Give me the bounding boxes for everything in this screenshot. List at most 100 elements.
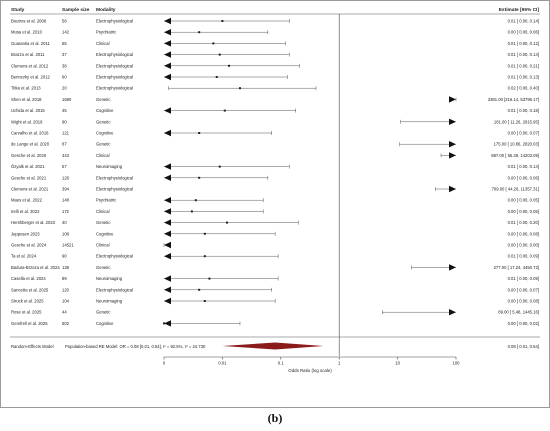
study-row: Casella et al. 2024 89 Neuroimaging 0.01 [ … <box>11 275 539 282</box>
ci-left-arrow <box>164 17 171 25</box>
modality: Electrophysiological <box>96 175 133 180</box>
estimate-ci: 0.01 [ 0.00, 0.18] <box>508 108 539 113</box>
point-estimate <box>198 176 201 179</box>
sample-size: 121 <box>62 131 70 136</box>
point-estimate <box>218 53 221 56</box>
point-estimate <box>163 322 165 325</box>
point-estimate <box>221 20 224 22</box>
point-estimate <box>198 31 201 34</box>
estimate-ci: 0.00 [ 0.00, 0.08] <box>508 299 539 304</box>
point-estimate <box>228 64 231 67</box>
header-estimate: Estimate [95% CI] <box>499 7 540 13</box>
study-name: Irelli et al. 2022 <box>11 209 40 214</box>
sample-size: 44 <box>62 310 67 315</box>
sample-size: 38 <box>62 63 67 68</box>
study-name: Ta et al. 2024 <box>11 254 37 259</box>
header-study: Study <box>11 7 25 13</box>
point-estimate <box>238 87 241 90</box>
ci-left-arrow <box>164 29 171 36</box>
sample-size: 65 <box>62 41 67 46</box>
study-row: Carvalho et al. 2016 121 Cognitive 0.00 [ 0… <box>11 129 539 137</box>
ci-left-arrow <box>164 275 171 282</box>
study-row: Gemfrell et al. 2025 502 Cognitive 0.00 [ 0… <box>11 320 539 327</box>
sample-size: 57 <box>62 164 67 169</box>
study-name: Musa et al. 2010 <box>11 30 43 35</box>
modality: Clinical <box>96 209 110 214</box>
estimate-ci: 0.01 [ 0.00, 0.13] <box>508 75 539 80</box>
modality: Clinical <box>96 243 110 248</box>
study-name: Sancetta et al. 2025 <box>11 287 49 292</box>
summary-row: Random-Effects Model Population-based RE… <box>11 342 539 350</box>
figure-frame <box>0 0 550 408</box>
study-row: Clemens et al. 2021 394 Electrophysiologic… <box>11 185 539 193</box>
ci-right-arrow <box>449 309 456 316</box>
summary-diamond <box>222 342 324 350</box>
ci-right-arrow <box>449 264 456 271</box>
point-estimate <box>208 277 211 280</box>
modality: Genetic <box>96 119 110 124</box>
x-tick-label: 10 <box>395 361 400 366</box>
ci-right-arrow <box>449 152 456 159</box>
study-name: Jeppesen 2023 <box>11 231 40 236</box>
modality: Genetic <box>96 97 110 102</box>
modality: Electrophysiological <box>96 254 133 259</box>
sample-size: 138 <box>62 265 70 270</box>
point-estimate <box>203 255 206 258</box>
modality: Electrophysiological <box>96 187 133 192</box>
modality: Neuroimaging <box>96 299 123 304</box>
sample-size: 1680 <box>62 97 72 102</box>
sample-size: 108 <box>62 231 70 236</box>
ci-right-arrow <box>449 96 456 103</box>
study-row: Sancetta et al. 2025 120 Electrophysiologi… <box>11 286 539 293</box>
estimate-ci: 277.00 [ 17.24, 4450.73] <box>494 265 539 270</box>
estimate-ci: 0.00 [ 0.00, 0.08] <box>508 231 539 236</box>
point-estimate <box>190 210 193 213</box>
x-tick-label: 0 <box>163 361 166 366</box>
study-name: Titka et al. 2013 <box>11 86 41 91</box>
sample-size: 14521 <box>62 243 74 248</box>
study-row: Gesche et al. 2020 443 Clinical 887.00 [ 55… <box>11 152 539 159</box>
modality: Genetic <box>96 220 110 225</box>
header-modality: Modality <box>96 7 116 13</box>
estimate-ci: 0.00 [ 0.00, 0.06] <box>508 175 539 180</box>
sample-size: 126 <box>62 175 70 180</box>
modality: Neuroimaging <box>96 164 123 169</box>
study-row: Maes et al. 2022 148 Psychiatric 0.00 [ 0.0… <box>11 197 539 204</box>
estimate-ci: 0.00 [ 0.00, 0.07] <box>508 131 539 136</box>
modality: Electrophysiological <box>96 52 133 57</box>
estimate-ci: 709.00 [ 44.26, 11357.31] <box>492 187 539 192</box>
modality: Cognitive <box>96 108 114 113</box>
modality: Cognitive <box>96 231 114 236</box>
sample-size: 20 <box>62 86 67 91</box>
ci-left-arrow <box>164 40 171 47</box>
study-row: Struck et al. 2025 104 Neuroimaging 0.00 [ … <box>11 297 539 305</box>
study-row: Boutros et al. 2006 58 Electrophysiologica… <box>11 17 539 25</box>
study-row: Ta et al. 2024 90 Electrophysiological 0.01… <box>11 253 539 260</box>
ci-left-arrow <box>164 174 171 181</box>
ci-left-arrow <box>164 163 171 170</box>
point-estimate <box>203 300 206 302</box>
study-name: Struck et al. 2025 <box>11 299 44 304</box>
ci-left-arrow <box>164 241 171 249</box>
point-estimate <box>212 42 215 45</box>
ci-left-arrow <box>164 219 171 226</box>
study-name: Clemens et al. 2021 <box>11 187 49 192</box>
sample-size: 394 <box>62 187 70 192</box>
sample-size: 58 <box>62 19 67 24</box>
summary-description: Population-based RE Model: OR = 0.08 [0.… <box>65 344 206 349</box>
modality: Genetic <box>96 310 110 315</box>
study-name: Casella et al. 2024 <box>11 276 46 281</box>
study-row: Uchida et al. 2015 45 Cognitive 0.01 [ 0.00… <box>11 107 539 114</box>
study-row: Rose et al. 2025 44 Genetic 89.00 [ 5.48, 1… <box>11 309 539 316</box>
sample-size: 40 <box>62 220 67 225</box>
point-estimate <box>198 288 201 291</box>
study-row: Irelli et al. 2022 172 Clinical 0.00 [ 0.00… <box>11 208 539 215</box>
ci-left-arrow <box>164 62 171 69</box>
modality: Clinical <box>96 41 110 46</box>
modality: Psychiatric <box>96 30 116 35</box>
study-name: de Lange et al. 2020 <box>11 142 50 147</box>
study-row: Shen et al. 2018 1680 Genetic 3381.00 [216.… <box>11 96 539 103</box>
ci-left-arrow <box>164 230 171 237</box>
sample-size: 90 <box>62 119 67 124</box>
